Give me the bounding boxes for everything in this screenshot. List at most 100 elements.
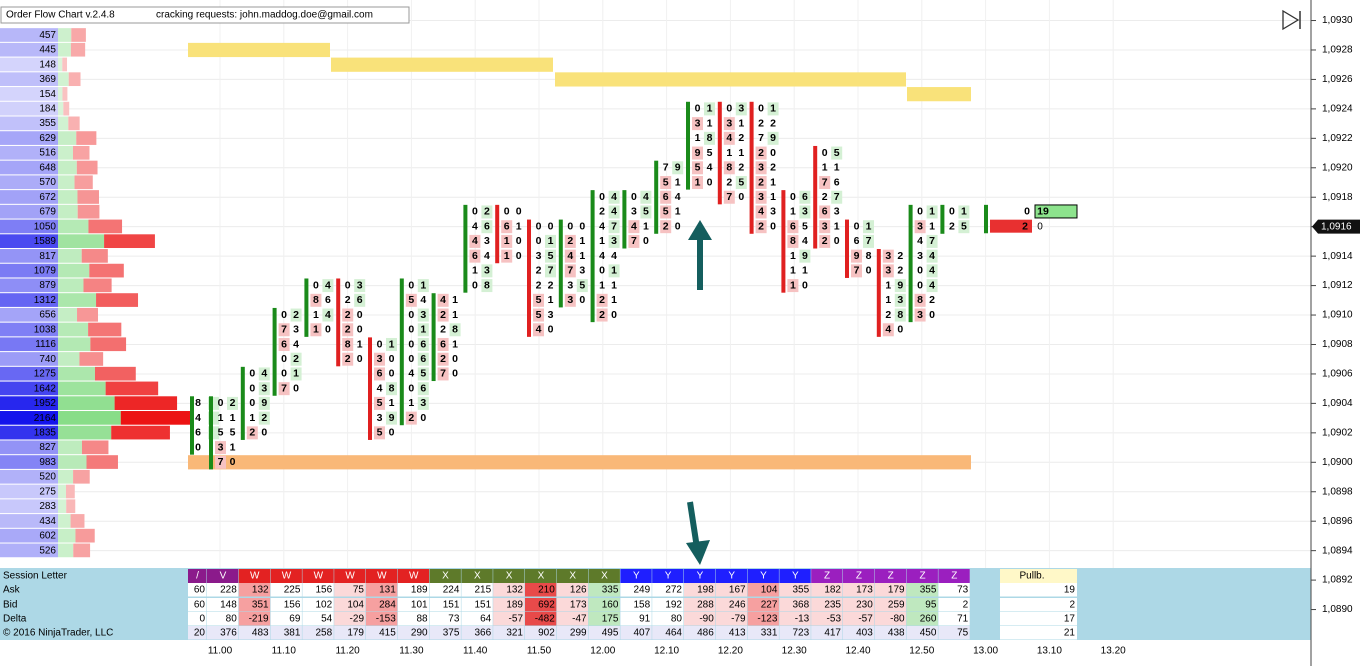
bid-cell — [660, 190, 672, 204]
bid-value: 9 — [695, 147, 701, 159]
session-cell — [938, 569, 970, 583]
ask-value: 0 — [516, 206, 522, 218]
ask-value: 2 — [770, 162, 776, 174]
bid-cell — [374, 396, 385, 410]
bid-value: 351 — [252, 600, 269, 611]
play-icon[interactable] — [1282, 9, 1300, 31]
y-tick-label: 1,0908 — [1322, 339, 1353, 350]
session-cell — [493, 569, 525, 583]
bid-value: 3 — [377, 412, 383, 424]
ask-value: 0 — [548, 220, 554, 232]
bid-value: 0 — [917, 206, 923, 218]
play-button[interactable] — [1282, 9, 1301, 31]
delta-value: -57 — [509, 614, 524, 625]
ask-value: 6 — [420, 382, 426, 394]
table-cell — [715, 626, 748, 640]
volume-value: 299 — [570, 628, 587, 639]
session-cell — [652, 569, 684, 583]
bid-cell — [278, 382, 290, 396]
ask-value: 5 — [961, 220, 967, 232]
bid-value: 3 — [758, 191, 764, 203]
table-cell — [188, 612, 207, 626]
bid-cell — [819, 176, 831, 190]
x-tick-label: 12.00 — [590, 646, 615, 657]
bid-value: 4 — [472, 235, 478, 247]
ask-value: 2 — [261, 412, 267, 424]
ask-value: 0 — [389, 427, 395, 439]
bid-value: 4 — [472, 220, 478, 232]
bid-cell — [533, 293, 544, 307]
bid-value: 0 — [472, 279, 478, 291]
ask-value: 0 — [866, 265, 872, 277]
x-tick-label: 11.00 — [208, 646, 233, 657]
candle-bar — [209, 396, 213, 470]
ask-cell — [386, 382, 397, 396]
ask-cell — [958, 205, 970, 219]
profile-label-bar — [0, 381, 58, 396]
bid-value: 151 — [443, 600, 460, 611]
bid-cell — [374, 426, 385, 440]
table-cell — [397, 612, 430, 626]
table-cell — [429, 598, 461, 612]
profile-value: 184 — [39, 104, 56, 115]
ask-value: 0 — [195, 441, 201, 453]
profile-value: 656 — [39, 310, 56, 321]
bid-value: 7 — [758, 132, 764, 144]
live-bar — [984, 204, 988, 234]
delta-value: 64 — [480, 614, 492, 625]
bid-value: 284 — [379, 600, 396, 611]
session-cell — [302, 569, 334, 583]
volume-value: 290 — [411, 628, 428, 639]
profile-label-bar — [0, 396, 58, 410]
y-tick-label: 1,0912 — [1322, 280, 1353, 291]
pullback-cell — [1000, 626, 1077, 640]
table-cell — [938, 583, 970, 597]
table-cell — [270, 598, 302, 612]
bid-cell — [914, 293, 926, 307]
bid-value: 2 — [249, 427, 255, 439]
bid-value: 0 — [408, 309, 414, 321]
ask-value: 5 — [738, 176, 744, 188]
ask-value: 224 — [443, 585, 460, 596]
bid-cell — [533, 308, 544, 322]
pullback-value: 19 — [1064, 585, 1076, 596]
ask-value: 0 — [738, 191, 744, 203]
bid-value: 7 — [726, 191, 732, 203]
ask-value: 156 — [316, 585, 333, 596]
table-cell — [525, 626, 557, 640]
profile-ask-bar — [58, 28, 72, 42]
ask-value: 6 — [420, 353, 426, 365]
profile-value: 629 — [39, 133, 56, 144]
ask-cell — [290, 352, 302, 366]
table-cell — [493, 626, 525, 640]
delta-value: 88 — [416, 614, 428, 625]
ask-value: 2 — [230, 397, 236, 409]
volume-value: 417 — [824, 628, 841, 639]
x-tick-label: 12.50 — [909, 646, 934, 657]
pullback-header-cell — [1000, 569, 1077, 583]
ask-value: 1 — [770, 191, 776, 203]
bid-value: 1 — [599, 279, 605, 291]
ask-value: 5 — [643, 206, 649, 218]
bid-value: 4 — [408, 368, 414, 380]
table-cell — [620, 598, 652, 612]
bid-value: 4 — [536, 324, 542, 336]
ask-cell — [258, 382, 270, 396]
profile-value: 983 — [39, 457, 56, 468]
profile-bid-bar — [76, 131, 97, 145]
ask-value: 1 — [675, 206, 681, 218]
volume-value: 413 — [729, 628, 746, 639]
table-cell — [366, 583, 398, 597]
ask-cell — [926, 249, 938, 263]
profile-bid-bar — [74, 175, 93, 190]
ask-value: 8 — [707, 132, 713, 144]
bid-value: 1 — [726, 147, 732, 159]
bid-cell — [723, 161, 735, 175]
profile-ask-bar — [58, 307, 78, 322]
ask-value: 0 — [834, 235, 840, 247]
x-tick-label: 11.40 — [463, 646, 488, 657]
profile-label-bar — [0, 543, 58, 558]
profile-ask-bar — [58, 145, 73, 160]
bid-value: 2 — [663, 220, 669, 232]
profile-ask-bar — [58, 87, 63, 101]
